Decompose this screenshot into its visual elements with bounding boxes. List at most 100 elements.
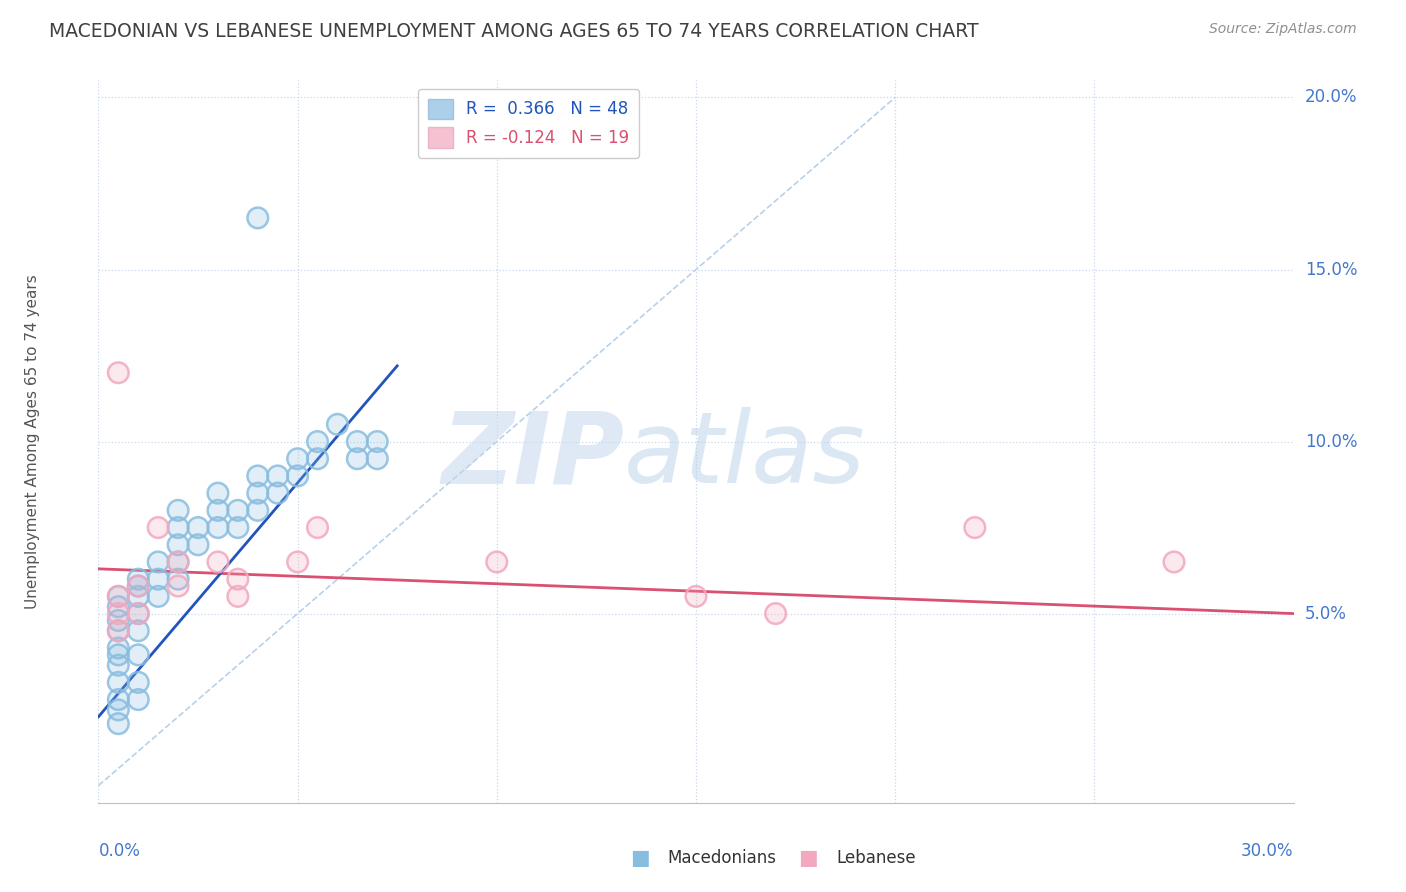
Text: ■: ■ bbox=[630, 848, 650, 868]
Point bbox=[107, 624, 129, 638]
Point bbox=[167, 538, 190, 552]
Point bbox=[765, 607, 787, 621]
Point bbox=[246, 486, 269, 500]
Point bbox=[127, 624, 149, 638]
Point bbox=[127, 624, 149, 638]
Point bbox=[485, 555, 508, 569]
Point bbox=[107, 716, 129, 731]
Point bbox=[246, 503, 269, 517]
Point bbox=[366, 434, 388, 449]
Point bbox=[127, 675, 149, 690]
Point bbox=[107, 640, 129, 655]
Text: 10.0%: 10.0% bbox=[1305, 433, 1357, 450]
Text: ZIP: ZIP bbox=[441, 408, 624, 505]
Point bbox=[167, 555, 190, 569]
Point bbox=[127, 572, 149, 586]
Point bbox=[226, 520, 249, 534]
Point bbox=[107, 692, 129, 706]
Point bbox=[226, 572, 249, 586]
Point bbox=[1163, 555, 1185, 569]
Text: atlas: atlas bbox=[624, 408, 866, 505]
Point bbox=[107, 599, 129, 614]
Point bbox=[107, 716, 129, 731]
Point bbox=[267, 469, 290, 483]
Point bbox=[246, 211, 269, 225]
Point bbox=[107, 658, 129, 673]
Point bbox=[307, 451, 329, 466]
Point bbox=[207, 555, 229, 569]
Legend: R =  0.366   N = 48, R = -0.124   N = 19: R = 0.366 N = 48, R = -0.124 N = 19 bbox=[418, 88, 640, 158]
Point bbox=[127, 648, 149, 662]
Point bbox=[207, 520, 229, 534]
Point bbox=[246, 211, 269, 225]
Point bbox=[107, 590, 129, 604]
Point bbox=[148, 555, 170, 569]
Point bbox=[107, 703, 129, 717]
Point bbox=[167, 520, 190, 534]
Point bbox=[107, 366, 129, 380]
Point bbox=[307, 451, 329, 466]
Point bbox=[107, 648, 129, 662]
Point bbox=[287, 451, 309, 466]
Point bbox=[167, 503, 190, 517]
Point bbox=[167, 538, 190, 552]
Point bbox=[148, 520, 170, 534]
Point bbox=[187, 538, 209, 552]
Point bbox=[326, 417, 349, 432]
Point bbox=[148, 572, 170, 586]
Text: Source: ZipAtlas.com: Source: ZipAtlas.com bbox=[1209, 22, 1357, 37]
Point bbox=[167, 572, 190, 586]
Point bbox=[127, 607, 149, 621]
Point bbox=[107, 624, 129, 638]
Point bbox=[107, 599, 129, 614]
Point bbox=[187, 520, 209, 534]
Point bbox=[167, 555, 190, 569]
Point bbox=[685, 590, 707, 604]
Point bbox=[127, 579, 149, 593]
Point bbox=[148, 520, 170, 534]
Point bbox=[107, 614, 129, 628]
Point bbox=[246, 469, 269, 483]
Point bbox=[167, 555, 190, 569]
Text: ■: ■ bbox=[799, 848, 818, 868]
Point bbox=[366, 434, 388, 449]
Point bbox=[685, 590, 707, 604]
Point bbox=[1163, 555, 1185, 569]
Point bbox=[246, 469, 269, 483]
Point bbox=[187, 520, 209, 534]
Point bbox=[107, 607, 129, 621]
Point bbox=[127, 607, 149, 621]
Point bbox=[127, 648, 149, 662]
Point bbox=[226, 590, 249, 604]
Point bbox=[167, 572, 190, 586]
Point bbox=[107, 607, 129, 621]
Point bbox=[127, 675, 149, 690]
Point bbox=[246, 486, 269, 500]
Point bbox=[765, 607, 787, 621]
Point bbox=[107, 692, 129, 706]
Point bbox=[226, 590, 249, 604]
Point bbox=[148, 572, 170, 586]
Point bbox=[207, 486, 229, 500]
Point bbox=[346, 451, 368, 466]
Text: 5.0%: 5.0% bbox=[1305, 605, 1347, 623]
Point bbox=[107, 366, 129, 380]
Point bbox=[207, 520, 229, 534]
Point bbox=[307, 520, 329, 534]
Point bbox=[107, 658, 129, 673]
Point bbox=[107, 703, 129, 717]
Point bbox=[485, 555, 508, 569]
Point bbox=[287, 555, 309, 569]
Point bbox=[246, 503, 269, 517]
Point bbox=[107, 640, 129, 655]
Point bbox=[107, 590, 129, 604]
Point bbox=[963, 520, 986, 534]
Point bbox=[346, 434, 368, 449]
Point bbox=[167, 555, 190, 569]
Point bbox=[107, 590, 129, 604]
Point bbox=[267, 469, 290, 483]
Point bbox=[127, 590, 149, 604]
Text: 20.0%: 20.0% bbox=[1305, 88, 1357, 106]
Point bbox=[127, 590, 149, 604]
Point bbox=[107, 675, 129, 690]
